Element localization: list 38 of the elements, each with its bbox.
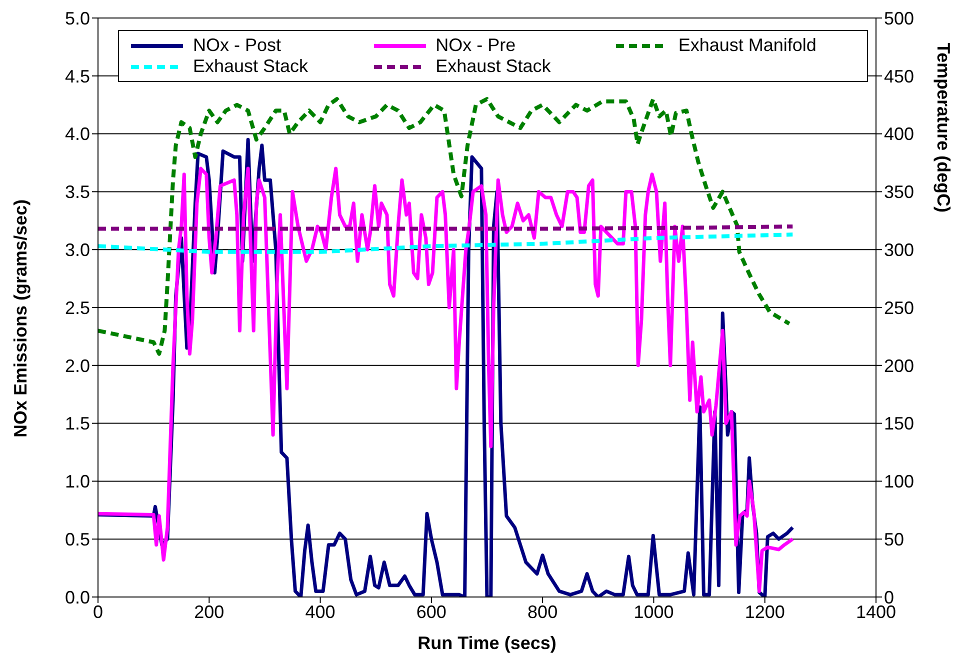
y-tick-label: 5.0 — [64, 8, 90, 28]
y2-tick-label: 450 — [884, 66, 914, 86]
x-tick-label: 600 — [416, 602, 446, 622]
y2-axis-title: Temperature (degC) — [934, 42, 954, 212]
y2-tick-label: 500 — [884, 8, 914, 28]
y-tick-label: 2.0 — [64, 356, 90, 376]
y-tick-label: 2.5 — [64, 298, 90, 318]
x-tick-label: 400 — [305, 602, 336, 622]
y2-tick-label: 200 — [884, 356, 914, 376]
y2-tick-label: 400 — [884, 124, 914, 144]
y-tick-label: 1.5 — [64, 414, 90, 434]
y-tick-label: 0.0 — [64, 587, 90, 608]
legend-label: Exhaust Stack — [436, 56, 551, 77]
line-series — [98, 232, 795, 254]
y-tick-label: 4.0 — [64, 124, 90, 144]
y-axis-title: NOx Emissions (grams/sec) — [10, 199, 30, 438]
y-tick-label: 1.0 — [64, 472, 90, 492]
y2-tick-label: 350 — [884, 182, 914, 202]
legend-label: Exhaust Manifold — [678, 35, 816, 56]
legend-label: NOx - Pre — [436, 35, 516, 56]
y2-tick-label: 150 — [884, 414, 914, 434]
y-tick-label: 4.5 — [64, 66, 90, 86]
legend-label: Exhaust Stack — [193, 56, 308, 77]
x-tick-label: 800 — [528, 602, 558, 622]
x-tick-label: 1000 — [634, 602, 674, 622]
y-tick-label: 0.5 — [64, 529, 90, 550]
x-tick-label: 200 — [194, 602, 224, 622]
line-series — [98, 97, 792, 356]
legend-label: NOx - Post — [193, 35, 282, 56]
x-axis-title: Run Time (secs) — [418, 633, 556, 653]
x-tick-label: 1200 — [744, 602, 785, 622]
y2-tick-label: 100 — [884, 472, 914, 492]
y2-tick-label: 50 — [884, 529, 904, 550]
y2-tick-label: 250 — [884, 298, 914, 318]
y-tick-label: 3.0 — [64, 240, 90, 260]
x-tick-label: 0 — [92, 602, 104, 622]
y-tick-label: 3.5 — [64, 182, 90, 202]
y2-tick-label: 300 — [884, 240, 914, 260]
